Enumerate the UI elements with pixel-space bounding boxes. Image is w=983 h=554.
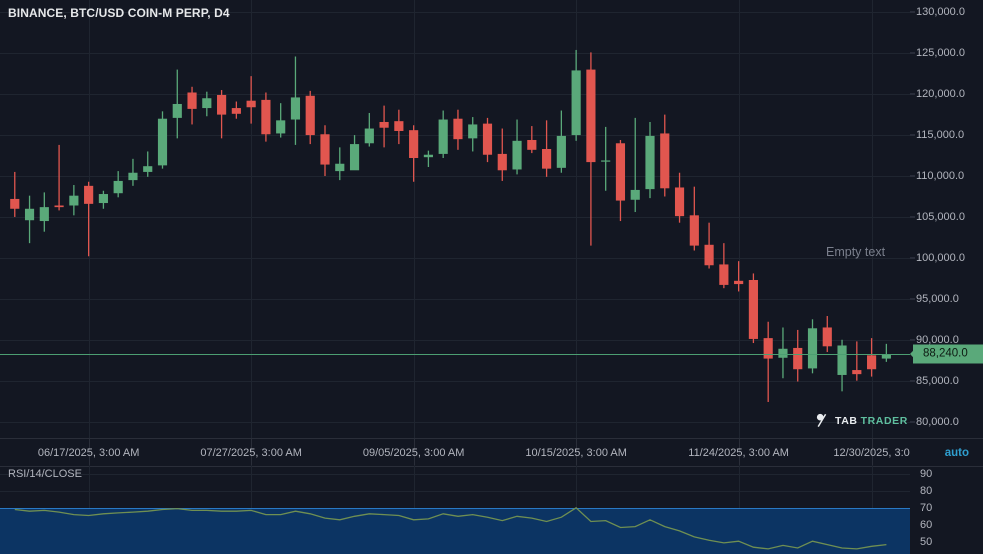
axis-tick-mark (910, 175, 915, 177)
empty-text-annotation[interactable]: Empty text (826, 245, 886, 259)
gridline (0, 473, 910, 475)
time-axis[interactable]: 06/17/2025, 3:00 AM 07/27/2025, 3:00 AM 09… (0, 438, 983, 467)
time-axis-separator (414, 439, 415, 466)
price-axis-tick-label: 125,000.0 (916, 47, 965, 60)
gridline (0, 380, 910, 382)
rsi-indicator-label[interactable]: RSI/14/CLOSE (8, 468, 82, 480)
gridline (0, 298, 910, 300)
price-axis[interactable]: 130,000.0 125,000.0 120,000.0 115,000.0 110,… (910, 0, 983, 438)
time-axis-tick-label: 09/05/2025, 3:00 AM (362, 447, 465, 459)
gridline (0, 94, 910, 96)
rsi-band-top-line (0, 507, 910, 509)
time-axis-separator (872, 439, 873, 466)
current-price-badge[interactable]: 88,240.0 (913, 344, 983, 364)
time-axis-separator (739, 439, 740, 466)
rsi-axis-tick-label: 60 (920, 518, 933, 531)
price-axis-tick-label: 130,000.0 (916, 6, 965, 19)
rsi-pane[interactable]: RSI/14/CLOSE 90 80 70 60 50 (0, 465, 983, 554)
current-price-badge-arrow (910, 344, 919, 364)
rsi-axis-tick-label: 50 (920, 536, 933, 549)
gridline (414, 0, 415, 438)
auto-scale-button[interactable]: auto (944, 447, 969, 459)
axis-tick-mark (910, 52, 915, 54)
price-chart-pane[interactable]: Empty text TAB TRADER 130,000.0 125,000.0 1… (0, 0, 983, 438)
axis-tick-mark (910, 93, 915, 95)
tabtrader-watermark: TAB TRADER (815, 413, 908, 428)
axis-tick-mark (910, 11, 915, 13)
price-axis-tick-label: 120,000.0 (916, 88, 965, 101)
tabtrader-logo-icon (816, 413, 827, 427)
price-axis-tick-label: 90,000.0 (916, 333, 959, 346)
rsi-axis[interactable]: 90 80 70 60 50 (910, 465, 983, 554)
time-axis-tick-label: 12/30/2025, 3:0 (833, 447, 910, 459)
gridline (0, 12, 910, 14)
gridline (0, 257, 910, 259)
axis-tick-mark (910, 134, 915, 136)
price-axis-tick-label: 100,000.0 (916, 251, 965, 264)
gridline (0, 421, 910, 423)
gridline (0, 490, 910, 492)
gridline (872, 0, 873, 438)
rsi-axis-tick-label: 80 (920, 484, 933, 497)
axis-tick-mark (910, 216, 915, 218)
time-axis-tick-label: 11/24/2025, 3:00 AM (688, 447, 789, 459)
price-axis-tick-label: 80,000.0 (916, 415, 959, 428)
candlestick-series (10, 49, 891, 402)
current-price-line (0, 354, 910, 356)
time-axis-tick-label: 06/17/2025, 3:00 AM (37, 447, 140, 459)
time-axis-separator (251, 439, 252, 466)
gridline (0, 176, 910, 178)
rsi-axis-tick-label: 70 (920, 501, 933, 514)
rsi-plot-area[interactable]: RSI/14/CLOSE (0, 465, 910, 554)
time-axis-tick-label: 07/27/2025, 3:00 AM (200, 447, 302, 459)
watermark-tab-text: TAB (835, 414, 858, 427)
gridline (576, 0, 577, 438)
time-axis-tick-label: 10/15/2025, 3:00 AM (525, 447, 627, 459)
gridline (0, 216, 910, 218)
price-axis-tick-label: 110,000.0 (916, 170, 965, 183)
price-plot-area[interactable]: Empty text TAB TRADER (0, 0, 910, 438)
axis-tick-mark (910, 298, 915, 300)
price-axis-tick-label: 95,000.0 (916, 292, 959, 305)
gridline (0, 339, 910, 341)
axis-tick-mark (910, 380, 915, 382)
axis-tick-mark (910, 257, 915, 259)
time-axis-separator (89, 439, 90, 466)
price-axis-tick-label: 115,000.0 (916, 129, 965, 142)
gridline (0, 53, 910, 55)
gridline (739, 0, 740, 438)
gridline (251, 0, 252, 438)
price-axis-tick-label: 105,000.0 (916, 210, 965, 223)
gridline (89, 0, 90, 438)
rsi-line-series (14, 506, 887, 550)
time-axis-separator (576, 439, 577, 466)
axis-tick-mark (910, 421, 915, 423)
page-title: BINANCE, BTC/USD COIN-M PERP, D4 (8, 6, 230, 20)
price-axis-tick-label: 85,000.0 (916, 374, 959, 387)
rsi-axis-tick-label: 90 (920, 467, 933, 480)
axis-tick-mark (910, 339, 915, 341)
watermark-trader-text: TRADER (860, 414, 908, 427)
